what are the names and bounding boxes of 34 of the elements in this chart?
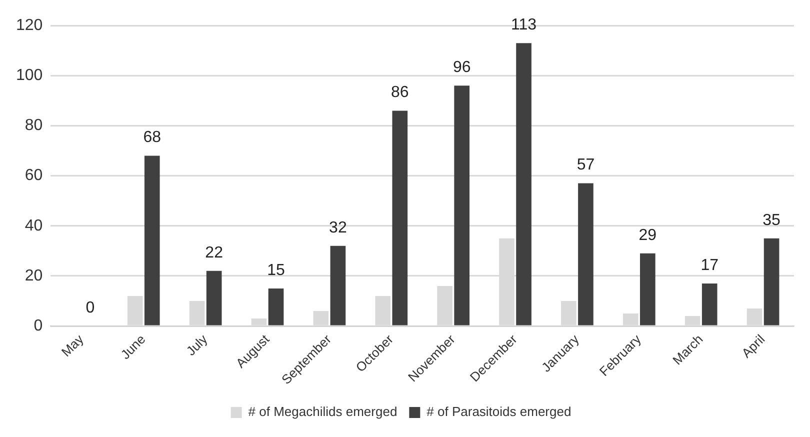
legend-label: # of Megachilids emerged xyxy=(248,404,398,420)
data-label: 113 xyxy=(511,16,537,34)
data-label: 22 xyxy=(205,244,224,262)
bar xyxy=(206,270,222,326)
y-tick-label: 0 xyxy=(34,317,43,334)
bar xyxy=(144,156,160,326)
data-label: 68 xyxy=(143,129,162,146)
legend-label: # of Parasitoids emerged xyxy=(426,404,572,420)
y-tick-label: 20 xyxy=(24,267,43,284)
y-tick-label: 100 xyxy=(16,67,43,84)
bar xyxy=(640,253,656,326)
bar xyxy=(392,110,408,326)
data-label: 0 xyxy=(86,299,95,316)
bar xyxy=(268,288,284,326)
data-label: 17 xyxy=(700,256,719,274)
x-tick-label: May xyxy=(58,331,87,360)
bar xyxy=(764,238,780,326)
y-tick-label: 120 xyxy=(16,17,43,34)
bar xyxy=(454,86,470,326)
bar xyxy=(578,183,594,326)
data-label: 96 xyxy=(452,59,471,76)
y-tick-label: 80 xyxy=(24,117,43,134)
bar xyxy=(516,43,532,326)
y-tick-label: 40 xyxy=(24,217,43,234)
data-label: 57 xyxy=(576,156,595,174)
y-tick-label: 60 xyxy=(24,167,43,184)
data-label: 86 xyxy=(390,84,409,102)
data-label: 15 xyxy=(267,262,286,279)
data-label: 35 xyxy=(762,212,781,229)
x-tick-label: July xyxy=(183,331,211,359)
bar xyxy=(330,246,346,326)
bar xyxy=(702,283,718,326)
data-label: 29 xyxy=(638,226,657,244)
data-label: 32 xyxy=(329,219,347,236)
